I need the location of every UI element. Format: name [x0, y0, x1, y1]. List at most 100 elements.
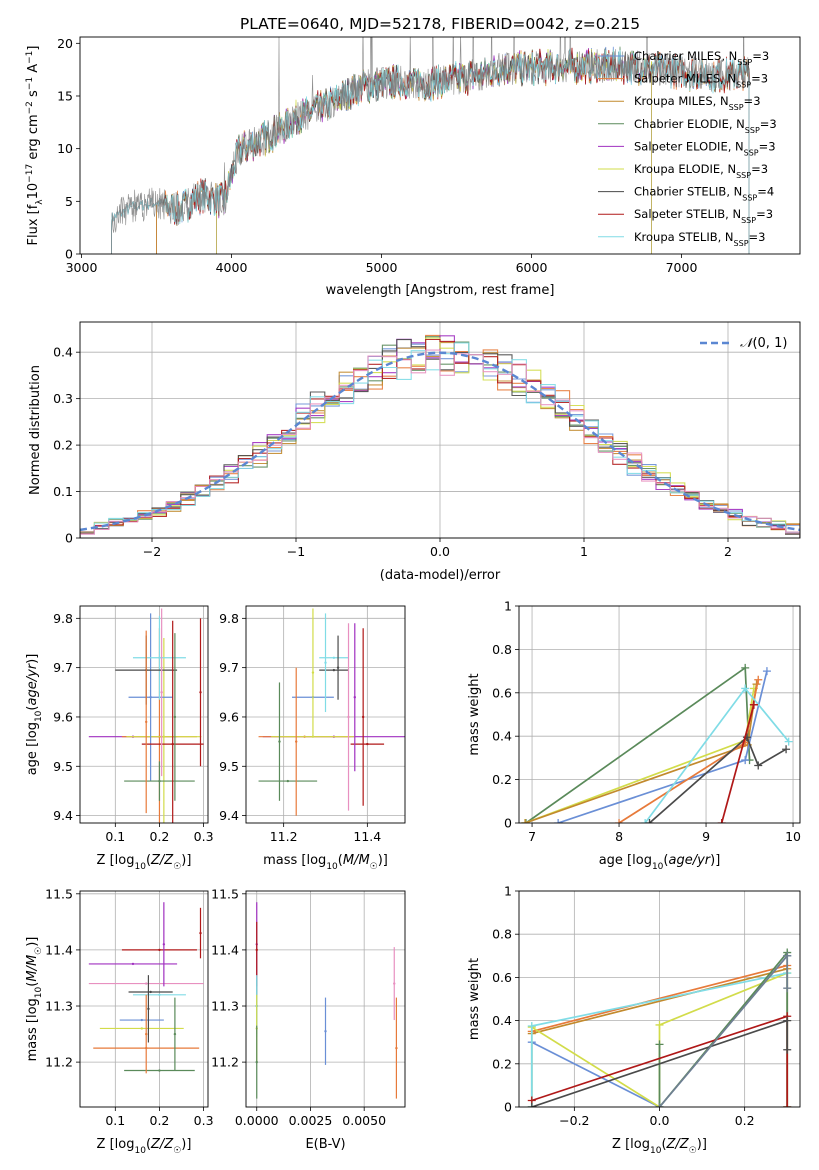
legend-nssp-eq: =: [756, 207, 766, 221]
data-point: [350, 742, 385, 746]
label-part: age [log: [599, 853, 652, 868]
label-part: ☉: [34, 947, 44, 955]
data-point: [128, 990, 173, 994]
y-axis-label: mass [log10(M/M☉)]: [25, 937, 44, 1062]
legend-entry: Salpeter STELIB, NSSP=3: [634, 207, 773, 225]
label-part: 10: [26, 183, 41, 200]
legend-nssp-prefix: , N: [720, 72, 736, 86]
data-point: [88, 982, 204, 985]
y-tick-label: 11.5: [211, 886, 239, 901]
label-part: Z [log: [97, 853, 135, 868]
label-part: (: [146, 853, 151, 868]
label-part: −1: [25, 51, 35, 64]
legend-nssp-sub: SSP: [736, 171, 751, 180]
label-part: 10: [134, 862, 146, 872]
label-part: Z/Z: [666, 1137, 690, 1152]
y-tick-label: 0.6: [492, 685, 512, 700]
y-tick-label: 0.8: [492, 927, 512, 942]
weight-marker: [521, 819, 530, 823]
ebv-mass-frame: [245, 890, 406, 1108]
data-point: [393, 947, 396, 1021]
y-tick-label: 0: [65, 247, 73, 262]
data-point: [99, 1027, 184, 1030]
legend-name: Chabrier ELODIE: [634, 117, 729, 131]
point-marker: [158, 656, 161, 659]
label-part: ]: [26, 46, 41, 51]
y-tick-label: 9.8: [53, 611, 73, 626]
legend-nssp-eq: =: [744, 94, 754, 108]
spectrum-panel: 3000 4000 5000 6000 7000 0 5 10 15 20: [57, 36, 801, 275]
legend-entry: Chabrier ELODIE, NSSP=3: [634, 117, 777, 135]
label-part: (: [25, 982, 40, 987]
legend-name: Chabrier MILES: [634, 49, 721, 63]
point-marker: [158, 993, 161, 996]
age-weight-panel: 7 8 9 10 0 0.2 0.4 0.6 0.8 1: [492, 599, 801, 845]
legend-nssp-sub: SSP: [742, 193, 757, 202]
ebv-mass-plot-area: [255, 902, 398, 1099]
y-tick-label: 1: [504, 599, 512, 614]
y-tick-label: 9.6: [53, 709, 73, 724]
point-marker: [145, 720, 148, 724]
legend-name: Kroupa ELODIE: [634, 162, 720, 176]
x-tick-label: 11.2: [270, 829, 298, 844]
weight-marker: [527, 1103, 536, 1107]
data-point: [132, 615, 186, 700]
data-point: [199, 618, 202, 767]
residuals-panel: −2 −1 0.0 1 2 0 0.1 0.2 0.3 0.4: [53, 321, 801, 559]
x-tick-label: 9: [702, 829, 710, 844]
x-tick-label: 0.2: [150, 1113, 170, 1128]
weight-marker: [784, 737, 793, 746]
legend-nssp-eq: =: [751, 72, 761, 86]
point-marker: [295, 740, 298, 743]
point-marker: [199, 691, 202, 694]
label-part: Z/Z: [150, 853, 174, 868]
legend-nssp-eq: =: [749, 230, 759, 244]
label-part: ☉: [689, 1146, 697, 1156]
y-tick-label: 11.2: [211, 1055, 239, 1070]
data-point: [121, 948, 197, 952]
weight-marker: [783, 984, 792, 993]
y-tick-label: 11.3: [45, 999, 73, 1014]
legend-nssp-value: 3: [769, 117, 776, 131]
legend-name: Kroupa MILES: [634, 94, 713, 108]
y-tick-label: 11.5: [45, 886, 73, 901]
legend-nssp-sub: SSP: [729, 103, 744, 112]
legend-nssp-value: 4: [767, 185, 774, 199]
legend-nssp-eq: =: [759, 139, 769, 153]
point-marker: [286, 779, 290, 783]
z-age-frame: [79, 605, 209, 824]
y-tick-label: 0: [65, 531, 73, 546]
weight-marker: [717, 819, 726, 823]
data-point: [173, 633, 177, 801]
label-part: s: [26, 90, 41, 101]
weight-line-0: [525, 666, 751, 823]
point-marker: [160, 691, 163, 694]
weight-marker: [655, 1040, 664, 1049]
x-tick-label: 3000: [66, 260, 98, 275]
weight-line-7: [720, 704, 755, 823]
x-tick-label: 4000: [216, 260, 248, 275]
point-marker: [145, 982, 148, 985]
point-marker: [324, 1030, 327, 1033]
label-part: −17: [25, 164, 35, 183]
weight-marker: [645, 819, 654, 823]
x-tick-label: 0.3: [194, 829, 214, 844]
y-tick-label: 10: [57, 141, 73, 156]
label-part: 10: [326, 862, 338, 872]
point-marker: [324, 661, 327, 664]
y-tick-label: 11.2: [45, 1055, 73, 1070]
x-tick-label: 0.1: [105, 1113, 125, 1128]
point-marker: [332, 656, 336, 659]
x-tick-label: 2: [724, 544, 732, 559]
legend-nssp-prefix: , N: [720, 162, 736, 176]
point-marker: [173, 715, 177, 719]
data-point: [324, 613, 327, 713]
x-axis-label: Z [log10(Z/Z☉)]: [612, 1137, 707, 1156]
legend-nssp-prefix: , N: [725, 207, 741, 221]
point-marker: [171, 742, 174, 746]
label-part: Flux [f: [26, 204, 41, 245]
point-marker: [395, 1046, 398, 1050]
y-axis-label: Normed distribution: [28, 365, 43, 495]
point-marker: [149, 696, 152, 699]
legend-entry: Salpeter MILES, NSSP=3: [634, 72, 768, 90]
